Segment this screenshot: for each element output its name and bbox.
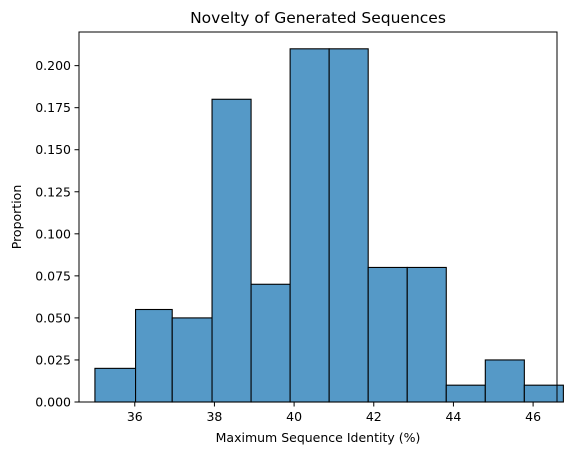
histogram-bar-3 xyxy=(171,317,213,403)
y-tick-label: 0.175 xyxy=(35,100,71,115)
histogram-bar-5 xyxy=(250,283,291,403)
x-axis-label: Maximum Sequence Identity (%) xyxy=(216,430,421,445)
histogram-bar-4 xyxy=(211,98,252,403)
histogram-bar-2 xyxy=(135,308,173,403)
y-tick-label: 0.025 xyxy=(35,352,71,367)
histogram-bar-9 xyxy=(406,266,447,403)
x-tick-label: 40 xyxy=(286,409,302,424)
y-tick-label: 0.050 xyxy=(35,310,71,325)
y-tick-label: 0.000 xyxy=(35,395,71,410)
y-axis-label: Proportion xyxy=(9,185,24,250)
histogram-bar-6 xyxy=(289,48,330,403)
y-tick-label: 0.075 xyxy=(35,268,71,283)
x-tick-label: 46 xyxy=(525,409,541,424)
x-tick-label: 36 xyxy=(127,409,143,424)
y-tick-label: 0.200 xyxy=(35,58,71,73)
chart-title: Novelty of Generated Sequences xyxy=(190,9,446,27)
y-tick-label: 0.100 xyxy=(35,226,71,241)
x-tick-label: 38 xyxy=(206,409,222,424)
histogram-bar-11 xyxy=(484,359,525,403)
y-tick-label: 0.125 xyxy=(35,184,71,199)
y-axis-ticks: 0.000 0.025 0.050 0.075 0.100 0.125 0.150 0.175… xyxy=(35,58,79,410)
histogram-bar-12 xyxy=(523,384,564,403)
bars-group xyxy=(94,48,564,403)
x-axis-ticks: 36 38 40 42 44 46 xyxy=(127,402,541,424)
histogram-bar-1 xyxy=(94,367,137,403)
histogram-bar-8 xyxy=(367,266,408,403)
plot-frame xyxy=(78,31,558,403)
y-tick-label: 0.150 xyxy=(35,142,71,157)
histogram-bar-10 xyxy=(445,384,486,403)
x-tick-label: 44 xyxy=(445,409,461,424)
x-tick-label: 42 xyxy=(366,409,382,424)
histogram-bar-7 xyxy=(328,48,369,403)
